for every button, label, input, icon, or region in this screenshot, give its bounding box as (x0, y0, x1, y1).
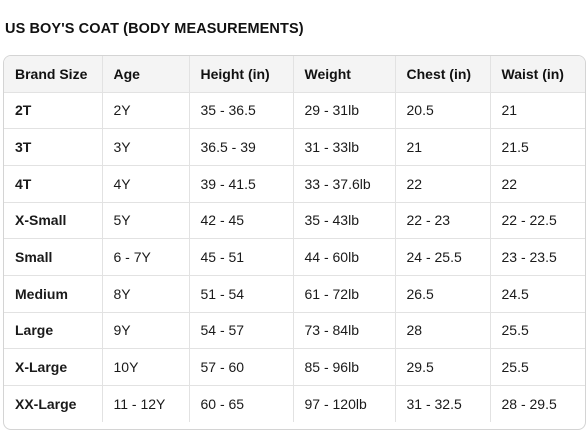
waist-cell: 25.5 (490, 312, 585, 350)
age-cell: 6 - 7Y (102, 238, 190, 276)
chest-cell: 31 - 32.5 (395, 385, 491, 423)
age-cell: 4Y (102, 165, 190, 203)
age-cell: 10Y (102, 348, 190, 386)
chest-cell: 26.5 (395, 275, 491, 313)
height-cell: 39 - 41.5 (189, 165, 294, 203)
height-cell: 45 - 51 (189, 238, 294, 276)
chest-cell: 29.5 (395, 348, 491, 386)
age-cell: 3Y (102, 128, 190, 166)
header-weight: Weight (293, 56, 396, 93)
brand-size-cell: Small (4, 238, 103, 276)
table-row: XX-Large 11 - 12Y 60 - 65 97 - 120lb 31 - 32… (4, 385, 585, 423)
age-cell: 5Y (102, 202, 190, 240)
brand-size-cell: X-Small (4, 202, 103, 240)
weight-cell: 33 - 37.6lb (293, 165, 396, 203)
waist-cell: 24.5 (490, 275, 585, 313)
weight-cell: 44 - 60lb (293, 238, 396, 276)
chest-cell: 21 (395, 128, 491, 166)
brand-size-cell: X-Large (4, 348, 103, 386)
height-cell: 60 - 65 (189, 385, 294, 423)
waist-cell: 23 - 23.5 (490, 238, 585, 276)
chest-cell: 22 (395, 165, 491, 203)
waist-cell: 21.5 (490, 128, 585, 166)
weight-cell: 31 - 33lb (293, 128, 396, 166)
chest-cell: 24 - 25.5 (395, 238, 491, 276)
waist-cell: 22 (490, 165, 585, 203)
header-brand-size: Brand Size (4, 56, 103, 93)
waist-cell: 25.5 (490, 348, 585, 386)
brand-size-cell: XX-Large (4, 385, 103, 423)
age-cell: 11 - 12Y (102, 385, 190, 423)
table-row: X-Large 10Y 57 - 60 85 - 96lb 29.5 25.5 (4, 348, 585, 386)
age-cell: 9Y (102, 312, 190, 350)
weight-cell: 97 - 120lb (293, 385, 396, 423)
header-age: Age (102, 56, 190, 93)
table-row: Large 9Y 54 - 57 73 - 84lb 28 25.5 (4, 312, 585, 350)
header-height: Height (in) (189, 56, 294, 93)
height-cell: 35 - 36.5 (189, 92, 294, 130)
waist-cell: 28 - 29.5 (501, 396, 557, 413)
table-row: 3T 3Y 36.5 - 39 31 - 33lb 21 21.5 (4, 128, 585, 166)
size-chart-table-container: Brand Size Age Height (in) Weight Chest … (3, 55, 586, 430)
table-row: 4T 4Y 39 - 41.5 33 - 37.6lb 22 22 (4, 165, 585, 203)
brand-size-cell: 4T (4, 165, 103, 203)
weight-cell: 61 - 72lb (293, 275, 396, 313)
height-cell: 42 - 45 (189, 202, 294, 240)
chest-cell: 20.5 (395, 92, 491, 130)
height-cell: 54 - 57 (189, 312, 294, 350)
weight-cell: 85 - 96lb (293, 348, 396, 386)
age-cell: 2Y (102, 92, 190, 130)
size-chart-title: US BOY'S COAT (BODY MEASUREMENTS) (5, 21, 304, 37)
header-waist: Waist (in) (490, 56, 585, 93)
brand-size-cell: Medium (4, 275, 103, 313)
brand-size-cell: Large (4, 312, 103, 350)
weight-cell: 35 - 43lb (293, 202, 396, 240)
table-row: Small 6 - 7Y 45 - 51 44 - 60lb 24 - 25.5 23 -… (4, 238, 585, 276)
brand-size-cell: 3T (4, 128, 103, 166)
waist-cell: 22 - 22.5 (490, 202, 585, 240)
table-row: X-Small 5Y 42 - 45 35 - 43lb 22 - 23 22 - 22.… (4, 202, 585, 240)
waist-cell: 21 (490, 92, 585, 130)
table-row: 2T 2Y 35 - 36.5 29 - 31lb 20.5 21 (4, 92, 585, 130)
weight-cell: 73 - 84lb (293, 312, 396, 350)
age-cell: 8Y (102, 275, 190, 313)
height-cell: 36.5 - 39 (189, 128, 294, 166)
chest-cell: 28 (395, 312, 491, 350)
weight-cell: 29 - 31lb (293, 92, 396, 130)
height-cell: 57 - 60 (189, 348, 294, 386)
table-header-row: Brand Size Age Height (in) Weight Chest … (4, 56, 585, 93)
brand-size-cell: 2T (4, 92, 103, 130)
size-chart-table: Brand Size Age Height (in) Weight Chest … (4, 56, 585, 423)
table-row: Medium 8Y 51 - 54 61 - 72lb 26.5 24.5 (4, 275, 585, 313)
height-cell: 51 - 54 (189, 275, 294, 313)
chest-cell: 22 - 23 (395, 202, 491, 240)
header-chest: Chest (in) (395, 56, 491, 93)
